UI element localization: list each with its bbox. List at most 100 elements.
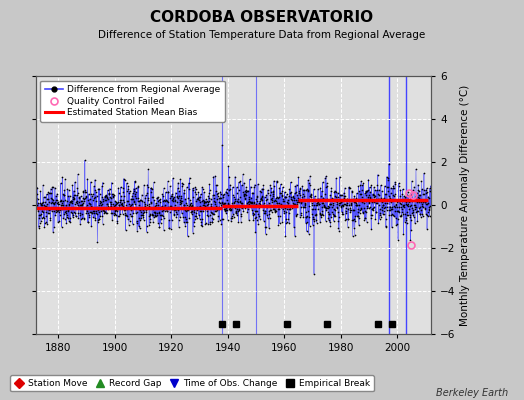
Point	[403, 208, 411, 215]
Point	[268, 191, 277, 197]
Point	[129, 196, 137, 203]
Point	[381, 224, 390, 230]
Point	[360, 217, 368, 223]
Point	[381, 191, 389, 197]
Point	[112, 212, 120, 218]
Point	[426, 188, 434, 194]
Point	[268, 196, 277, 203]
Point	[208, 215, 216, 221]
Point	[187, 209, 195, 216]
Point	[266, 207, 274, 213]
Point	[343, 196, 351, 202]
Point	[154, 220, 162, 226]
Point	[404, 211, 412, 218]
Point	[37, 202, 46, 208]
Point	[268, 195, 276, 201]
Y-axis label: Monthly Temperature Anomaly Difference (°C): Monthly Temperature Anomaly Difference (…	[460, 84, 470, 326]
Point	[196, 191, 205, 197]
Point	[357, 206, 365, 212]
Point	[93, 239, 102, 245]
Point	[392, 201, 400, 208]
Point	[413, 218, 421, 224]
Point	[61, 209, 70, 216]
Point	[195, 204, 203, 210]
Point	[339, 197, 347, 204]
Point	[375, 186, 383, 193]
Point	[332, 198, 341, 205]
Point	[91, 186, 100, 193]
Point	[312, 202, 320, 208]
Point	[362, 189, 370, 195]
Point	[142, 206, 150, 212]
Point	[398, 191, 406, 197]
Point	[126, 202, 135, 208]
Point	[345, 185, 354, 191]
Point	[278, 188, 287, 194]
Point	[285, 220, 293, 226]
Point	[227, 214, 235, 221]
Point	[310, 218, 319, 224]
Point	[111, 211, 119, 218]
Point	[115, 204, 124, 210]
Point	[228, 204, 236, 210]
Point	[106, 203, 115, 209]
Point	[280, 210, 288, 217]
Point	[374, 220, 383, 226]
Point	[236, 211, 245, 217]
Point	[166, 195, 174, 202]
Point	[241, 204, 249, 211]
Point	[373, 199, 381, 206]
Point	[337, 204, 345, 210]
Point	[269, 188, 277, 195]
Point	[413, 208, 422, 214]
Point	[414, 182, 422, 188]
Point	[143, 228, 151, 235]
Point	[348, 217, 356, 223]
Point	[42, 212, 50, 219]
Point	[278, 184, 287, 190]
Point	[389, 185, 398, 192]
Point	[402, 220, 411, 226]
Point	[48, 184, 57, 190]
Point	[411, 220, 419, 226]
Point	[111, 198, 119, 204]
Point	[43, 201, 51, 207]
Point	[104, 206, 112, 213]
Point	[125, 201, 134, 208]
Point	[427, 188, 435, 194]
Point	[52, 197, 61, 203]
Point	[303, 188, 312, 194]
Point	[43, 210, 52, 216]
Point	[74, 210, 82, 216]
Point	[411, 202, 420, 208]
Point	[369, 204, 377, 211]
Point	[33, 190, 41, 197]
Point	[365, 184, 374, 190]
Point	[178, 180, 187, 186]
Point	[359, 209, 367, 215]
Point	[321, 191, 329, 198]
Point	[260, 210, 268, 216]
Point	[310, 270, 318, 277]
Point	[229, 202, 237, 209]
Point	[44, 196, 52, 202]
Point	[259, 207, 267, 214]
Point	[277, 190, 285, 196]
Point	[342, 202, 351, 208]
Point	[69, 194, 77, 200]
Point	[87, 191, 95, 198]
Point	[394, 207, 402, 214]
Point	[386, 204, 394, 210]
Point	[274, 200, 282, 206]
Point	[394, 236, 402, 243]
Point	[34, 206, 42, 212]
Point	[96, 198, 105, 204]
Point	[374, 196, 383, 202]
Point	[281, 194, 289, 200]
Point	[141, 204, 149, 211]
Point	[388, 204, 397, 210]
Point	[298, 183, 307, 189]
Point	[67, 198, 75, 205]
Point	[235, 179, 243, 186]
Point	[309, 206, 317, 212]
